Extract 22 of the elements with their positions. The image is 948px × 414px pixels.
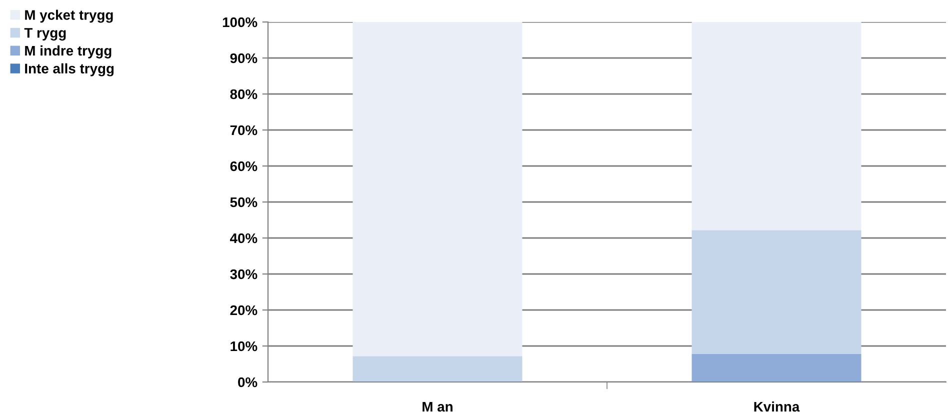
y-tick-label: 50% <box>230 197 258 208</box>
y-tick-label: 30% <box>230 269 258 280</box>
x-tick-label: M an <box>422 402 452 412</box>
bar <box>352 356 522 382</box>
y-tick-label: 60% <box>230 161 258 172</box>
legend-label: Inte alls trygg <box>25 63 114 76</box>
bar <box>692 22 862 230</box>
bar <box>692 354 862 382</box>
bar <box>352 22 522 356</box>
legend-label: M ycket trygg <box>25 10 113 23</box>
y-tick-label: 40% <box>230 233 258 244</box>
bar <box>692 230 862 354</box>
y-tick-label: 70% <box>230 125 258 136</box>
y-tick-label: 10% <box>230 341 258 352</box>
y-tick-label: 80% <box>230 89 258 100</box>
y-tick-label: 100% <box>222 17 258 28</box>
y-tick-label: 20% <box>230 305 258 316</box>
legend-label: T rygg <box>24 28 66 41</box>
x-tick-label: Kvinna <box>754 401 800 412</box>
y-tick-label: 0% <box>238 377 258 388</box>
legend-label: M indre trygg <box>25 45 112 58</box>
y-tick-label: 90% <box>230 53 258 64</box>
